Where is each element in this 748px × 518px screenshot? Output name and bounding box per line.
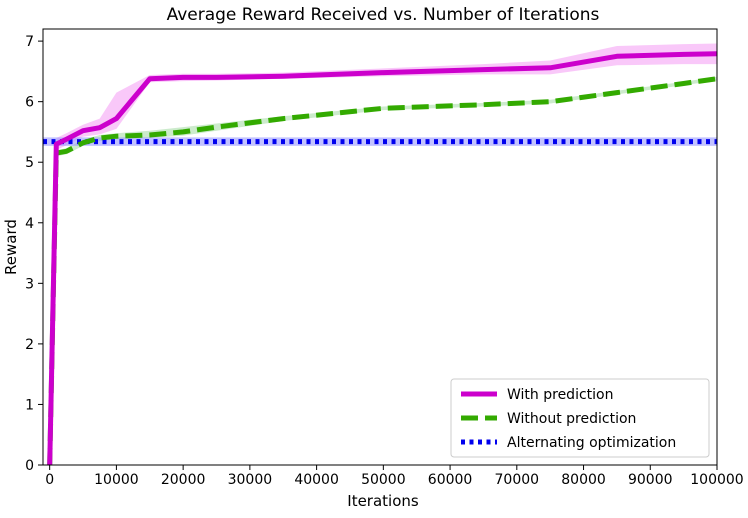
- legend-label-series-3: Alternating optimization: [507, 435, 676, 451]
- y-tick-label: 7: [25, 34, 34, 50]
- x-tick-label: 20000: [161, 472, 206, 488]
- y-axis-title: Reward: [2, 219, 20, 275]
- y-tick-label: 2: [25, 337, 34, 353]
- legend: With prediction Without prediction Alterna…: [450, 378, 710, 458]
- x-tick-label: 90000: [628, 472, 673, 488]
- line-series-1: [47, 51, 717, 465]
- x-tick-label: 80000: [561, 472, 606, 488]
- y-tick-label: 5: [25, 155, 34, 171]
- x-tick-label: 70000: [495, 472, 540, 488]
- y-tick-label: 3: [25, 276, 34, 292]
- x-tick-label: 40000: [294, 472, 339, 488]
- y-tick-label: 0: [25, 458, 34, 474]
- plot-area: [43, 43, 717, 465]
- x-tick-label: 100000: [690, 472, 743, 488]
- legend-label-series-2: Without prediction: [507, 411, 636, 427]
- line-series-2: [47, 76, 717, 465]
- y-tick-label: 6: [25, 95, 34, 111]
- x-tick-label: 30000: [228, 472, 273, 488]
- legend-label-series-1: With prediction: [507, 387, 613, 403]
- x-tick-label: 50000: [361, 472, 406, 488]
- axes-frame: [42, 28, 718, 466]
- legend-box: [450, 378, 710, 458]
- x-axis-title: Iterations: [347, 492, 419, 510]
- y-tick-label: 1: [25, 397, 34, 413]
- plot-clip-group: [43, 43, 717, 465]
- chart-title: Average Reward Received vs. Number of It…: [167, 5, 600, 25]
- y-tick-label: 4: [25, 216, 34, 232]
- axes: 0 10000 20000 30000 40000 50000 60000 70000 8000…: [25, 28, 744, 488]
- x-tick-label: 60000: [428, 472, 473, 488]
- x-tick-label: 0: [45, 472, 54, 488]
- x-tick-label: 10000: [94, 472, 139, 488]
